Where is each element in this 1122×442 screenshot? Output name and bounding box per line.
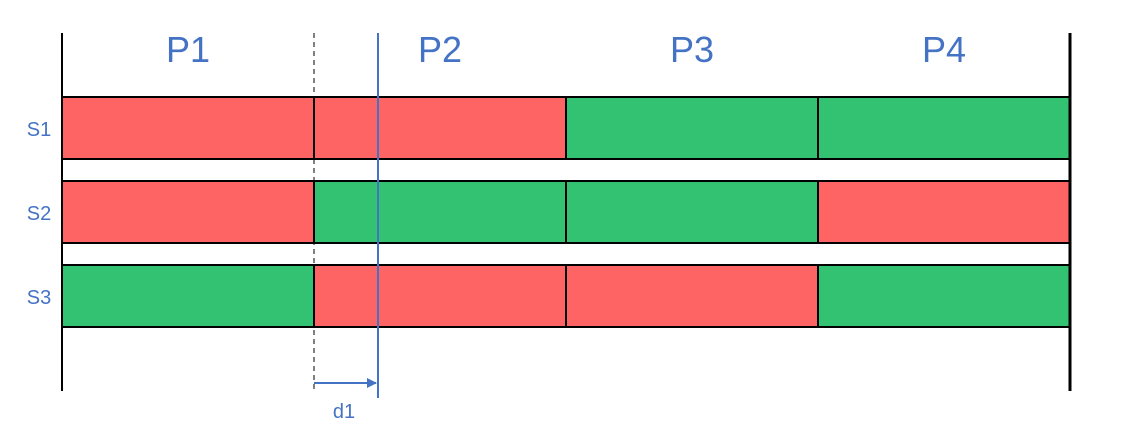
segment-s3-p1: [61, 264, 315, 328]
segment-s1-p1: [61, 96, 315, 160]
segment-s2-p4: [817, 180, 1071, 244]
segment-s2-p3: [565, 180, 819, 244]
period-label-p1: P1: [166, 29, 210, 70]
segment-s3-p4: [817, 264, 1071, 328]
segment-s1-p2: [313, 96, 567, 160]
row-label-s3: S3: [27, 287, 51, 309]
offset-label-d1: d1: [333, 401, 355, 423]
period-label-p3: P3: [670, 29, 714, 70]
segment-s1-p4: [817, 96, 1071, 160]
segment-s2-p1: [61, 180, 315, 244]
row-label-s2: S2: [27, 203, 51, 225]
segment-s1-p3: [565, 96, 819, 160]
segment-s2-p2: [313, 180, 567, 244]
period-label-p4: P4: [922, 29, 966, 70]
row-label-s1: S1: [27, 119, 51, 141]
period-label-p2: P2: [418, 29, 462, 70]
segment-s3-p3: [565, 264, 819, 328]
segment-s3-p2: [313, 264, 567, 328]
